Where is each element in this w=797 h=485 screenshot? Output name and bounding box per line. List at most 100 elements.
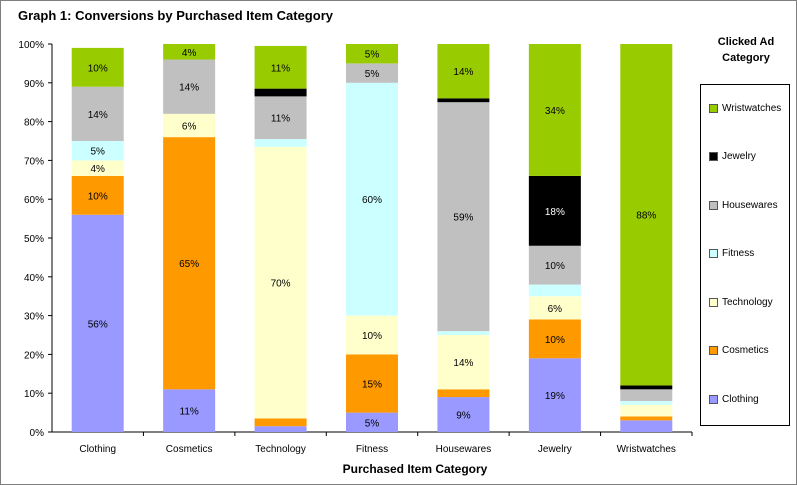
bar-segment-jewelry-clothing [528, 358, 581, 432]
data-label: 10% [545, 335, 565, 346]
bar-segment-jewelry-wristwatches [528, 44, 581, 176]
legend: Wristwatches Jewelry Housewares Fitness Tech… [700, 84, 790, 426]
y-tick-label: 40% [24, 273, 44, 284]
bar-segment-wristwatches-jewelry [620, 385, 673, 390]
y-tick-label: 20% [24, 350, 44, 361]
bar-segment-housewares-jewelry [437, 98, 490, 103]
bar-segment-cosmetics-housewares [163, 59, 216, 114]
y-tick-label: 10% [24, 389, 44, 400]
data-label: 15% [362, 380, 382, 391]
bar-segment-jewelry-jewelry [528, 175, 581, 246]
y-tick-label: 100% [18, 40, 44, 51]
data-label: 10% [362, 331, 382, 342]
bar-segment-fitness-clothing [346, 412, 398, 432]
x-axis-title: Purchased Item Category [342, 462, 488, 476]
data-label: 60% [362, 195, 382, 206]
legend-label: Clothing [722, 393, 759, 405]
bar-segment-wristwatches-housewares [620, 389, 673, 401]
data-label: 4% [90, 164, 105, 175]
legend-swatch [709, 200, 718, 210]
y-tick-label: 30% [24, 312, 44, 323]
data-label: 65% [179, 259, 199, 270]
y-tick-label: 80% [24, 118, 44, 129]
bar-segment-fitness-cosmetics [346, 354, 398, 413]
legend-label: Housewares [722, 199, 778, 211]
bar-segment-technology-housewares [254, 96, 307, 140]
bar-segment-clothing-housewares [71, 86, 124, 141]
legend-swatch [709, 103, 718, 113]
x-tick-label: Fitness [356, 444, 388, 455]
bar-segment-clothing-technology [71, 160, 124, 176]
data-label: 11% [271, 63, 290, 74]
bar-segment-jewelry-cosmetics [528, 319, 581, 359]
data-label: 5% [90, 147, 105, 158]
bar-segment-jewelry-fitness [528, 284, 581, 297]
bar-segment-fitness-technology [346, 315, 398, 355]
data-label: 11% [180, 407, 199, 418]
legend-item-jewelry: Jewelry [709, 150, 756, 164]
bar-segment-housewares-wristwatches [437, 44, 490, 99]
data-label: 70% [271, 279, 291, 290]
legend-label: Technology [722, 296, 773, 308]
bar-segment-cosmetics-wristwatches [163, 44, 216, 60]
bar-segment-technology-jewelry [254, 88, 307, 97]
data-label: 10% [88, 63, 108, 74]
bar-segment-wristwatches-fitness [620, 400, 673, 405]
legend-label: Fitness [722, 248, 755, 259]
data-label: 4% [182, 48, 197, 59]
bar-segment-wristwatches-cosmetics [620, 416, 673, 421]
data-label: 5% [365, 50, 380, 61]
bar-segment-technology-wristwatches [254, 45, 307, 89]
legend-swatch [709, 346, 718, 355]
data-label: 88% [636, 211, 656, 222]
legend-item-housewares: Housewares [709, 198, 778, 212]
bar-segment-technology-cosmetics [254, 418, 307, 427]
bar-segment-technology-technology [254, 146, 307, 419]
bar-segment-clothing-fitness [71, 141, 124, 161]
y-tick-label: 70% [24, 156, 44, 167]
bar-segment-technology-clothing [254, 426, 307, 432]
legend-label: Jewelry [722, 151, 756, 162]
x-tick-label: Clothing [79, 444, 116, 455]
bar-segment-wristwatches-technology [620, 404, 673, 417]
data-label: 14% [453, 67, 473, 78]
legend-swatch [709, 152, 718, 161]
legend-title: Clicked Ad Category [717, 36, 775, 64]
legend-swatch [709, 394, 718, 404]
bar-segment-clothing-wristwatches [71, 47, 124, 87]
bar-segment-cosmetics-cosmetics [163, 137, 216, 390]
data-label: 6% [548, 304, 563, 315]
data-label: 14% [179, 83, 199, 94]
legend-item-fitness: Fitness [709, 247, 754, 261]
legend-item-technology: Technology [709, 295, 773, 309]
y-tick-label: 90% [24, 79, 44, 90]
x-tick-label: Cosmetics [166, 444, 213, 455]
bar-segment-jewelry-housewares [528, 245, 581, 285]
data-label: 11% [271, 114, 290, 125]
legend-swatch [709, 249, 718, 258]
bar-segment-cosmetics-clothing [163, 389, 216, 432]
bar-segment-wristwatches-clothing [620, 420, 673, 432]
y-tick-label: 60% [24, 195, 44, 206]
bar-segment-technology-fitness [254, 139, 307, 147]
data-label: 10% [545, 261, 565, 272]
bar-segment-jewelry-technology [528, 296, 581, 320]
x-tick-label: Wristwatches [617, 444, 676, 455]
legend-item-wristwatches: Wristwatches [709, 101, 781, 115]
legend-item-clothing: Clothing [709, 392, 759, 406]
bar-segment-housewares-clothing [437, 397, 490, 432]
bar-segment-housewares-cosmetics [437, 389, 490, 398]
bar-segment-housewares-technology [437, 335, 490, 390]
data-label: 14% [88, 110, 108, 121]
bar-segment-clothing-cosmetics [71, 175, 124, 215]
data-label: 5% [365, 418, 380, 429]
y-tick-label: 0% [30, 428, 45, 439]
data-label: 9% [456, 411, 471, 422]
data-label: 6% [182, 121, 197, 132]
data-label: 5% [365, 69, 380, 80]
legend-label: Wristwatches [722, 102, 782, 114]
data-label: 18% [545, 207, 565, 218]
data-label: 56% [88, 319, 108, 330]
chart-title: Graph 1: Conversions by Purchased Item C… [18, 8, 333, 23]
